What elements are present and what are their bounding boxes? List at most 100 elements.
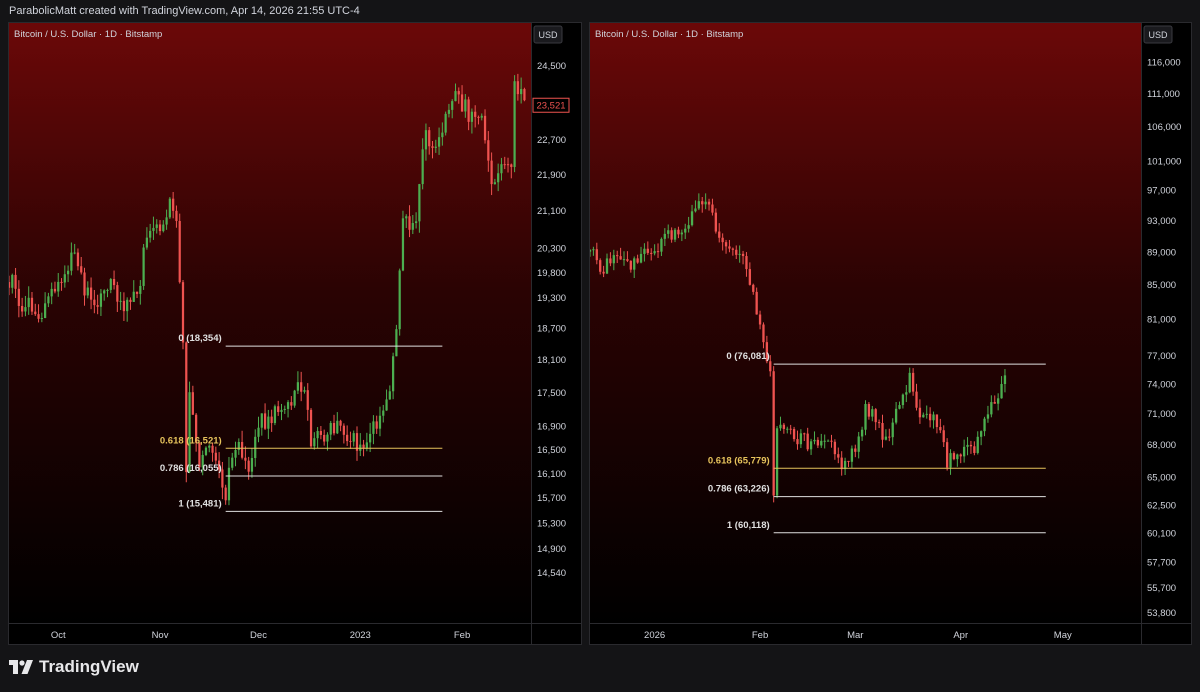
candle — [470, 108, 474, 134]
candle — [905, 384, 908, 403]
price-tick-label: 97,000 — [1147, 186, 1176, 197]
candle — [599, 258, 602, 275]
candle — [83, 267, 86, 306]
candle-body — [779, 424, 782, 429]
candle-body — [735, 249, 738, 255]
candle — [772, 366, 775, 503]
candle — [745, 252, 748, 277]
candle — [277, 400, 280, 416]
chart-left[interactable]: 0 (18,354) 0.618 (16,521) 0.786 (16,055) 1 … — [9, 23, 582, 645]
fib-retracement[interactable]: 0 (76,081) 0.618 (65,779) 0.786 (63,226) 1 … — [708, 351, 1046, 534]
candle-body — [656, 251, 660, 253]
candle — [76, 248, 80, 271]
candle — [847, 460, 850, 467]
candle — [201, 450, 204, 476]
candle-body — [211, 445, 214, 453]
chart-panel-left[interactable]: 0 (18,354) 0.618 (16,521) 0.786 (16,055) 1 … — [8, 22, 582, 645]
candle-body — [80, 266, 83, 273]
candle — [109, 277, 112, 294]
candle-body — [769, 361, 772, 372]
candle — [503, 156, 506, 170]
candle — [837, 447, 840, 464]
candle-body — [830, 440, 833, 442]
price-tick-label: 17,500 — [537, 388, 566, 399]
candle — [293, 389, 296, 408]
candle — [704, 193, 707, 210]
candle-body — [352, 433, 355, 442]
candle-body — [277, 406, 280, 412]
candle — [690, 204, 694, 227]
chart-right[interactable]: 0 (76,081) 0.618 (65,779) 0.786 (63,226) 1 … — [590, 23, 1192, 645]
candle-body — [803, 433, 806, 435]
fib-retracement[interactable]: 0 (18,354) 0.618 (16,521) 0.786 (16,055) 1 … — [160, 333, 443, 512]
candle — [935, 414, 939, 434]
candle-body — [891, 422, 894, 438]
candle — [395, 324, 398, 357]
candle — [595, 242, 598, 265]
candle-body — [250, 457, 254, 472]
candle — [911, 368, 915, 396]
fib-level-label: 0 (18,354) — [178, 333, 221, 344]
time-axis[interactable]: 2026 Feb Mar Apr May — [590, 623, 1192, 645]
candle-body — [149, 230, 152, 238]
candle-body — [996, 398, 1000, 404]
candle-body — [684, 228, 687, 233]
chart-background — [590, 23, 1141, 623]
candle — [431, 141, 434, 159]
candle-body — [949, 453, 952, 468]
candle — [122, 292, 126, 321]
candle — [636, 254, 639, 264]
candle — [983, 416, 986, 437]
candle-body — [444, 113, 447, 133]
candle — [789, 424, 792, 435]
price-tick-label: 16,100 — [537, 469, 566, 480]
candle-body — [477, 116, 480, 118]
candle-body — [263, 413, 267, 429]
time-axis[interactable]: Oct Nov Dec 2023 Feb — [9, 623, 582, 645]
candle — [211, 442, 214, 462]
candle — [152, 216, 155, 240]
candle-body — [959, 454, 962, 457]
candle-body — [421, 149, 424, 185]
candle-body — [119, 300, 122, 302]
candle-body — [826, 440, 830, 442]
candle — [99, 288, 103, 316]
candle — [609, 252, 612, 267]
price-tick-label: 22,700 — [537, 135, 566, 146]
candle-body — [428, 130, 431, 147]
candle — [391, 352, 395, 400]
candle — [616, 250, 619, 263]
currency-button[interactable] — [533, 25, 563, 44]
candle — [650, 248, 653, 261]
price-tick-label: 18,100 — [537, 355, 566, 366]
price-axis[interactable]: 116,000 111,000 106,000 101,000 97,000 93,000… — [1141, 23, 1192, 645]
candle — [273, 404, 277, 426]
candle-body — [718, 231, 721, 238]
price-axis[interactable]: 24,500 22,700 21,900 21,100 20,300 19,800 19,3… — [531, 23, 582, 645]
chart-panel-right[interactable]: 0 (76,081) 0.618 (65,779) 0.786 (63,226) 1 … — [589, 22, 1192, 645]
price-tick-label: 74,000 — [1147, 379, 1176, 390]
candle — [24, 295, 27, 317]
tradingview-brand[interactable]: TradingView — [9, 657, 139, 677]
candle — [724, 239, 728, 254]
candle-body — [493, 182, 497, 185]
candle — [142, 243, 145, 290]
candle — [175, 205, 178, 228]
candle — [185, 341, 188, 483]
candle-body — [616, 255, 619, 257]
candle-body — [945, 442, 949, 468]
candle — [908, 367, 911, 394]
candle-body — [73, 252, 76, 254]
candle — [786, 426, 789, 434]
candle — [240, 430, 244, 460]
candle-body — [204, 447, 208, 455]
fib-level-label: 1 (60,118) — [727, 520, 770, 531]
candle — [602, 265, 605, 278]
candle — [830, 434, 833, 448]
candle — [405, 214, 408, 229]
candle — [17, 280, 20, 318]
currency-button[interactable] — [1143, 25, 1173, 44]
candle — [806, 427, 809, 452]
candle-body — [178, 220, 181, 283]
candle-body — [513, 81, 516, 167]
